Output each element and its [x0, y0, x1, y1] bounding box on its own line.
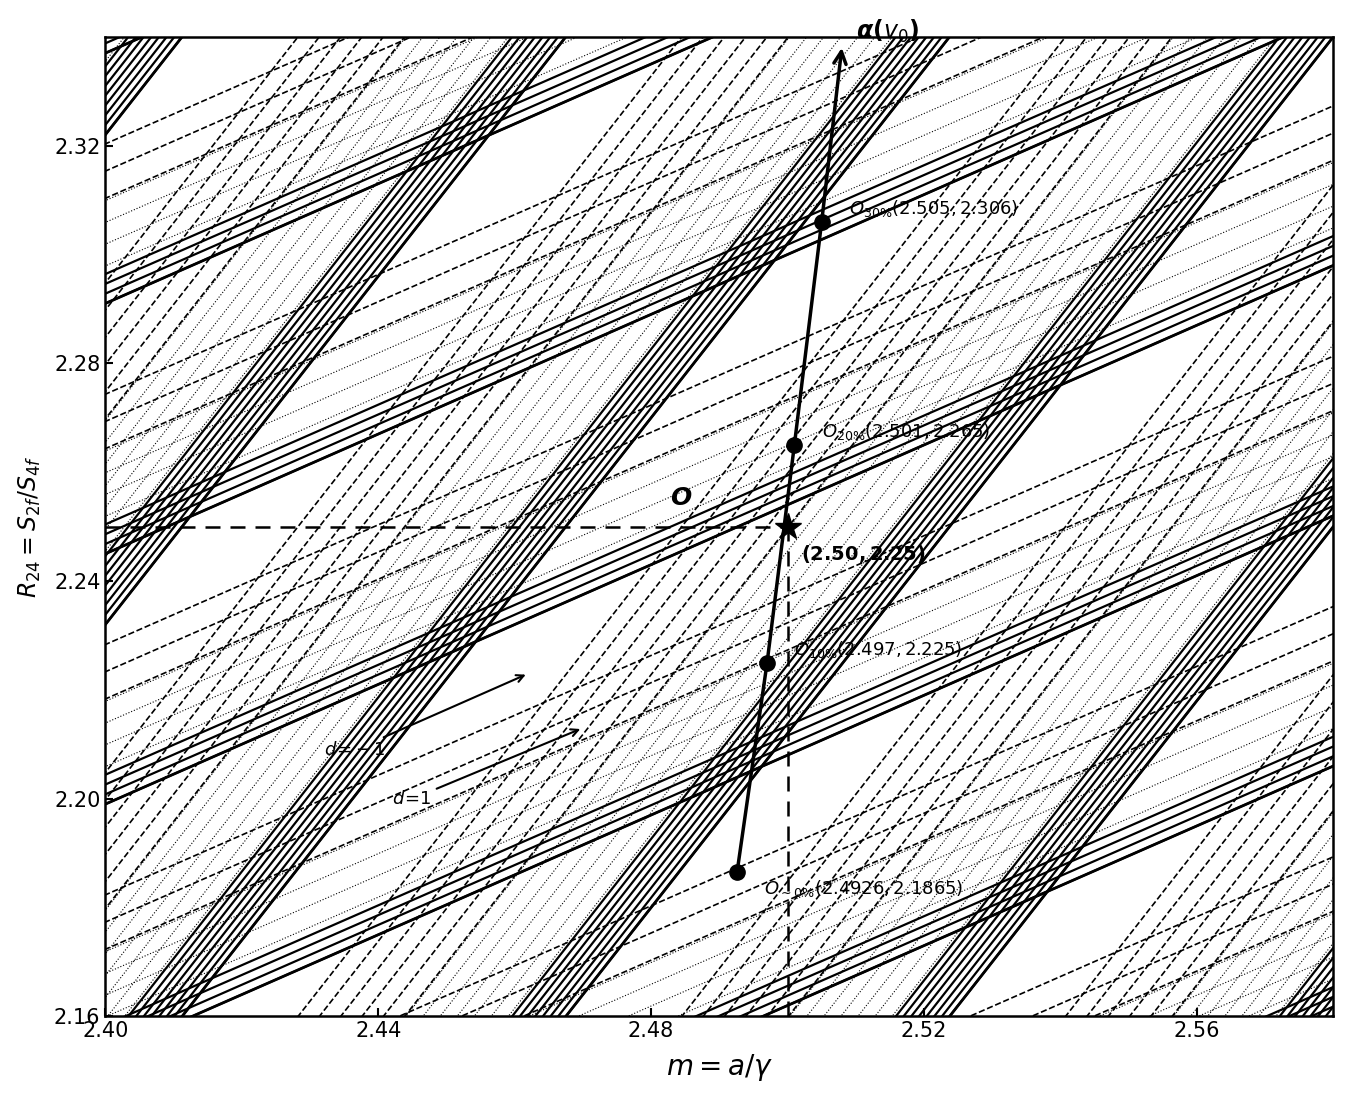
- Text: $O_{\sim 0\%}(2.4926, 2.1865)$: $O_{\sim 0\%}(2.4926, 2.1865)$: [764, 878, 964, 899]
- X-axis label: $m=a/\gamma$: $m=a/\gamma$: [666, 1053, 772, 1084]
- Text: $d\!=\!-1$: $d\!=\!-1$: [324, 675, 524, 759]
- Text: $\boldsymbol{\alpha(v_0)}$: $\boldsymbol{\alpha(v_0)}$: [856, 18, 919, 45]
- Text: $\mathbf{(2.50, 2.25)}$: $\mathbf{(2.50, 2.25)}$: [801, 543, 926, 565]
- Y-axis label: $R_{24}=S_{2f}/S_{4f}$: $R_{24}=S_{2f}/S_{4f}$: [16, 455, 43, 598]
- Text: $O_{20\%}(2.501, 2.265)$: $O_{20\%}(2.501, 2.265)$: [822, 421, 990, 442]
- Text: $d\!=\!1$: $d\!=\!1$: [392, 729, 578, 808]
- Text: $O_{10\%}(2.497, 2.225)$: $O_{10\%}(2.497, 2.225)$: [794, 639, 963, 660]
- Text: $\boldsymbol{O}$: $\boldsymbol{O}$: [670, 486, 693, 510]
- Text: $O_{30\%}(2.505, 2.306)$: $O_{30\%}(2.505, 2.306)$: [849, 198, 1018, 219]
